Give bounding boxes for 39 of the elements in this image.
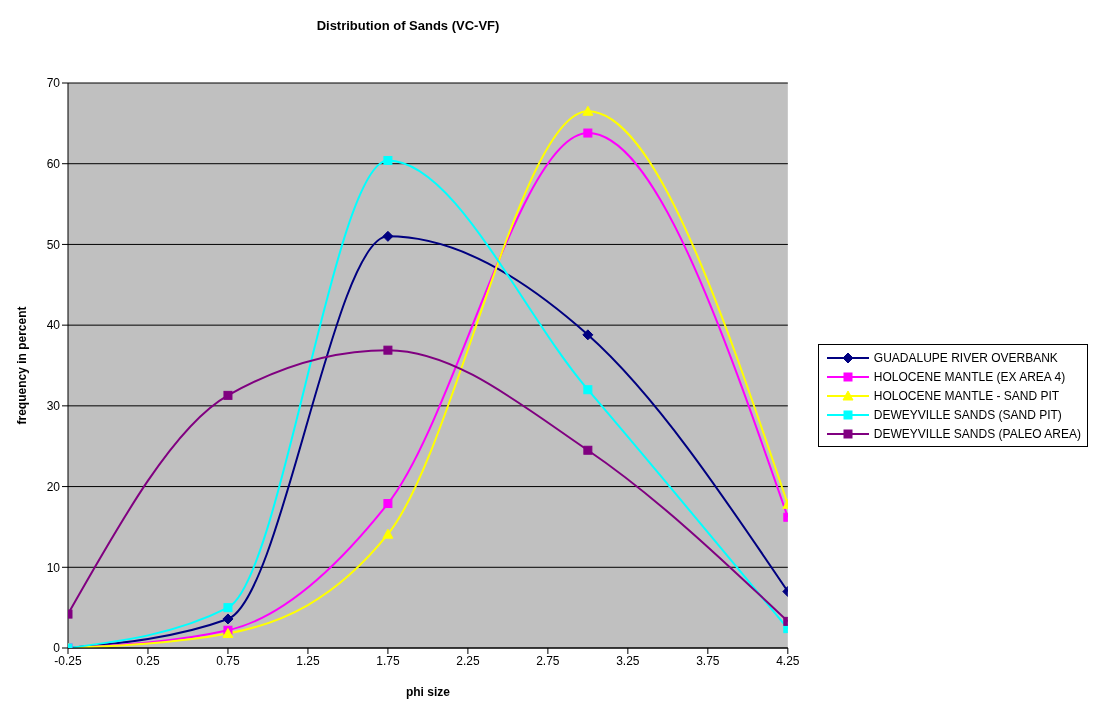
point: [583, 445, 593, 455]
legend-label: DEWEYVILLE SANDS (PALEO AREA): [873, 426, 1081, 441]
x-axis-title: phi size: [405, 685, 451, 699]
point: [383, 499, 393, 509]
point: [223, 390, 233, 400]
x-tick-label: 3.25: [616, 653, 640, 668]
y-tick-label: 50: [46, 237, 61, 252]
x-tick-label: 0.25: [136, 653, 160, 668]
legend-label: HOLOCENE MANTLE - SAND PIT: [873, 388, 1060, 403]
point: [382, 230, 394, 242]
y-tick-label: 10: [46, 560, 61, 575]
chart-title: Distribution of Sands (VC-VF): [315, 18, 501, 33]
point: [583, 128, 593, 138]
point: [382, 528, 394, 539]
x-tick-label: 1.75: [376, 653, 400, 668]
y-tick-label: 20: [46, 479, 61, 494]
y-axis-title: frequency in percent: [15, 306, 30, 425]
x-tick-label: 3.75: [696, 653, 720, 668]
y-tick-label: 60: [46, 156, 61, 171]
x-tick-label: 1.25: [296, 653, 320, 668]
point: [222, 613, 234, 625]
point: [582, 105, 594, 116]
y-tick-label: 70: [46, 76, 61, 91]
point: [383, 345, 393, 355]
x-tick-label: 4.25: [776, 653, 800, 668]
x-tick-label: -0.25: [54, 653, 82, 668]
y-tick-label: 0: [53, 641, 61, 656]
y-tick-label: 40: [46, 318, 61, 333]
y-tick-label: 30: [46, 399, 61, 414]
point: [223, 603, 233, 613]
legend-label: HOLOCENE MANTLE (EX AREA 4): [873, 369, 1066, 384]
x-tick-label: 2.25: [456, 653, 480, 668]
x-tick-label: 2.75: [536, 653, 560, 668]
legend-label: DEWEYVILLE SANDS (SAND PIT): [873, 407, 1062, 422]
point: [582, 329, 594, 341]
legend-label: GUADALUPE RIVER OVERBANK: [873, 350, 1058, 365]
x-tick-label: 0.75: [216, 653, 240, 668]
point: [583, 385, 593, 395]
point: [383, 155, 393, 165]
